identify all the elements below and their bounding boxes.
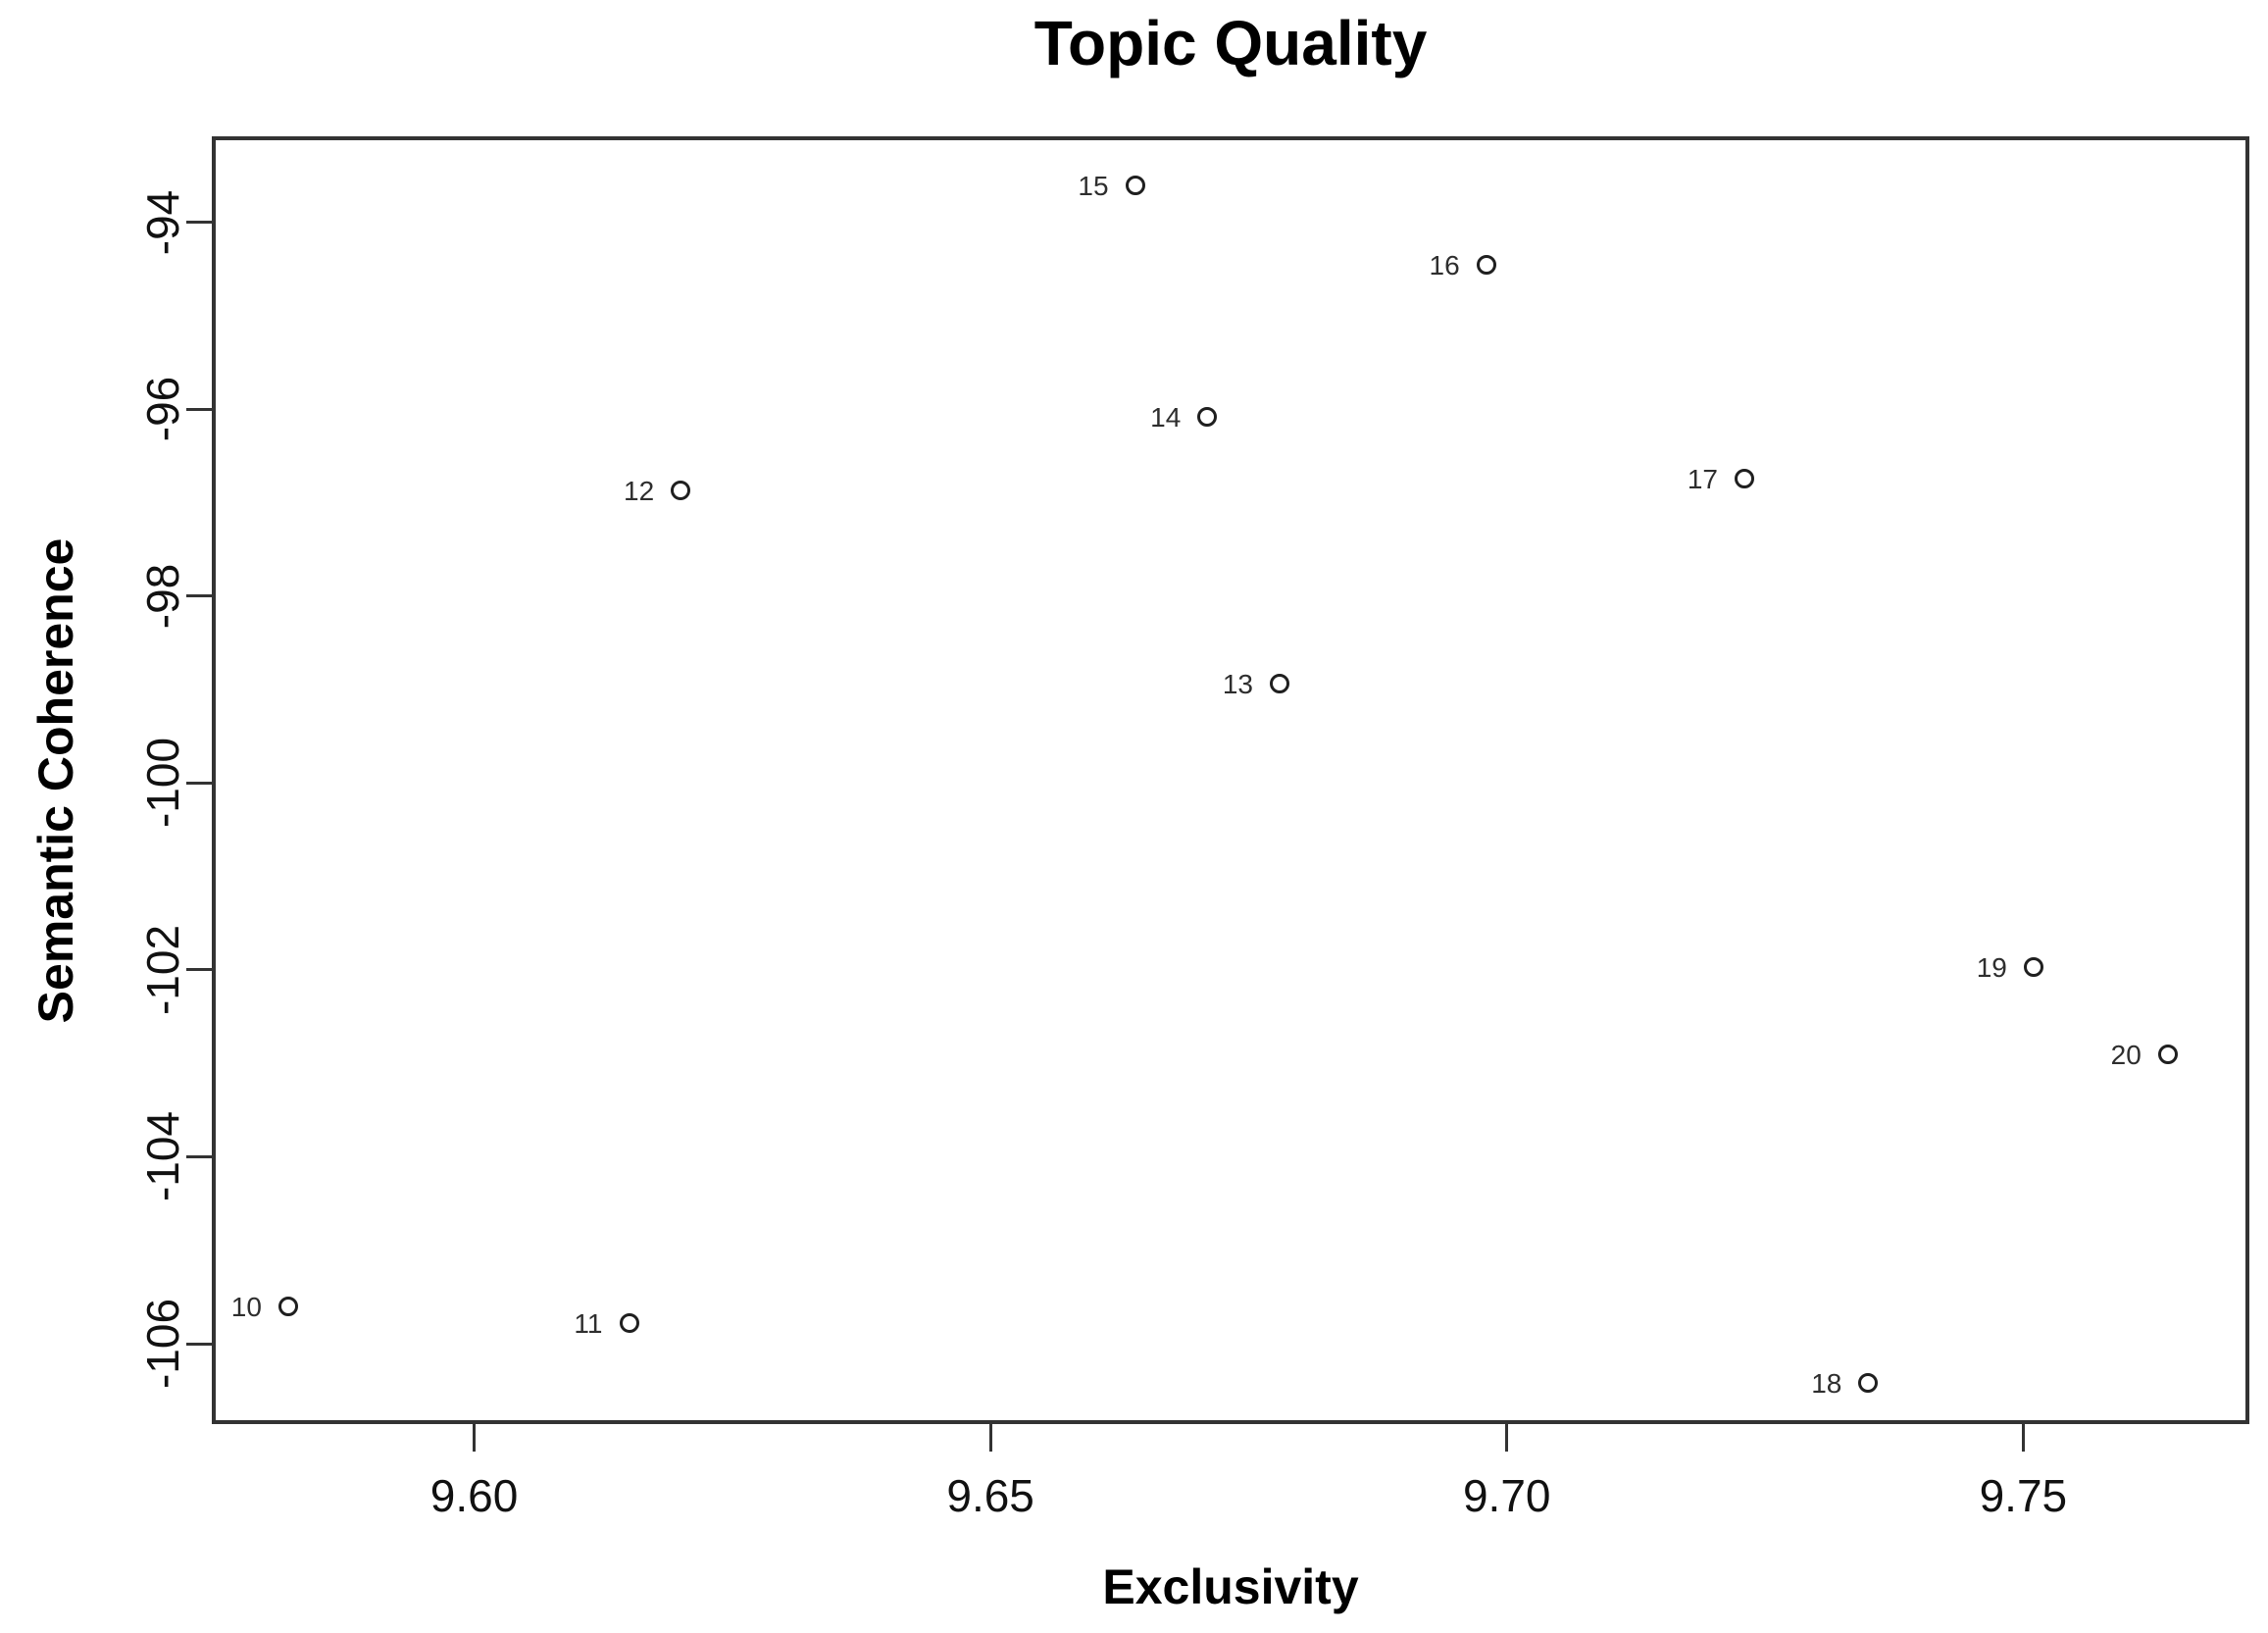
x-tick [988, 1424, 992, 1452]
data-point-19 [2023, 957, 2043, 978]
data-point-label-15: 15 [1078, 170, 1109, 201]
y-tick-label: -96 [137, 376, 188, 442]
y-tick-label: -100 [137, 738, 188, 829]
data-point-20 [2157, 1044, 2178, 1064]
y-tick-label: -98 [137, 563, 188, 630]
y-tick-label: -104 [137, 1111, 188, 1202]
data-point-15 [1125, 175, 1145, 195]
y-tick [186, 221, 212, 225]
data-point-14 [1197, 406, 1218, 427]
x-tick [1505, 1424, 1509, 1452]
x-axis-label: Exclusivity [1102, 1559, 1359, 1614]
data-point-label-14: 14 [1150, 401, 1182, 433]
y-tick [186, 594, 212, 598]
data-point-12 [671, 481, 691, 501]
y-tick [186, 407, 212, 411]
data-point-label-10: 10 [230, 1291, 262, 1322]
plot-area [212, 136, 2249, 1424]
data-point-label-13: 13 [1222, 669, 1254, 700]
data-point-label-12: 12 [624, 476, 655, 507]
data-point-label-17: 17 [1687, 463, 1718, 494]
x-tick-label: 9.60 [429, 1470, 519, 1521]
x-tick-label: 9.75 [1979, 1470, 2068, 1521]
data-point-11 [619, 1313, 639, 1334]
data-point-10 [277, 1296, 298, 1316]
x-tick [2021, 1424, 2025, 1452]
data-point-13 [1270, 674, 1290, 694]
y-tick [186, 781, 212, 785]
y-tick [186, 1342, 212, 1346]
data-point-label-11: 11 [574, 1308, 603, 1340]
chart-title: Topic Quality [1033, 8, 1428, 78]
y-axis-label: Semantic Coherence [28, 537, 83, 1024]
y-tick-label: -94 [137, 189, 188, 255]
data-point-label-19: 19 [1976, 952, 2007, 984]
data-point-label-18: 18 [1811, 1368, 1842, 1400]
data-point-18 [1858, 1373, 1879, 1394]
data-point-label-20: 20 [2110, 1039, 2142, 1070]
y-tick-label: -102 [137, 924, 188, 1015]
x-tick-label: 9.65 [946, 1470, 1034, 1521]
data-point-label-16: 16 [1429, 249, 1460, 281]
data-point-16 [1476, 254, 1496, 275]
y-tick [186, 968, 212, 972]
x-tick-label: 9.70 [1462, 1470, 1551, 1521]
y-tick-label: -106 [137, 1299, 188, 1390]
x-tick [473, 1424, 477, 1452]
data-point-17 [1734, 468, 1754, 488]
y-tick [186, 1154, 212, 1158]
